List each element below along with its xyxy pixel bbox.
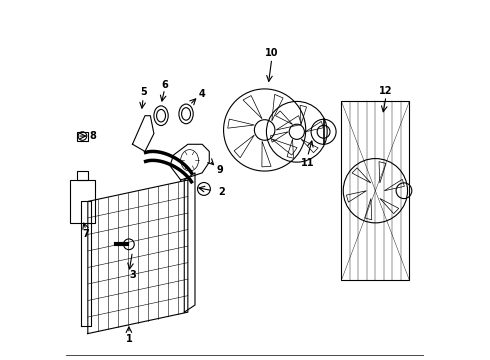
Text: 2: 2 bbox=[219, 187, 225, 197]
Text: 7: 7 bbox=[83, 229, 89, 239]
Text: 4: 4 bbox=[199, 89, 205, 99]
Text: 6: 6 bbox=[161, 80, 168, 90]
Text: 5: 5 bbox=[140, 87, 147, 98]
Bar bbox=[77, 171, 88, 180]
Text: 3: 3 bbox=[129, 270, 136, 280]
Text: 10: 10 bbox=[265, 48, 278, 58]
Bar bbox=[342, 102, 409, 280]
Text: 12: 12 bbox=[379, 86, 393, 96]
Text: 9: 9 bbox=[217, 165, 223, 175]
Bar bbox=[77, 132, 88, 141]
Bar bbox=[70, 180, 95, 223]
Text: 8: 8 bbox=[90, 131, 97, 141]
Text: 11: 11 bbox=[301, 158, 314, 168]
Text: 1: 1 bbox=[125, 334, 132, 344]
